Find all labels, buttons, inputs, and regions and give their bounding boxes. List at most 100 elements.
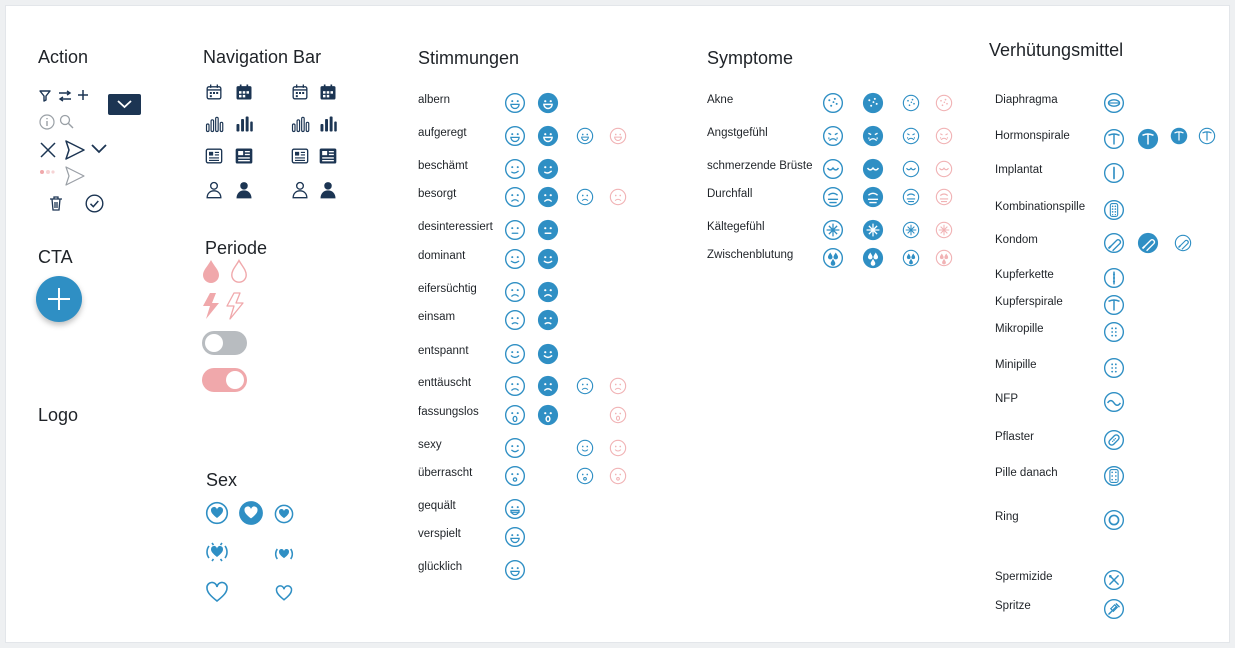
send-icon[interactable] (64, 139, 86, 161)
mood-face-icon[interactable] (609, 377, 627, 395)
chart-icon[interactable] (204, 114, 224, 134)
mood-face-icon[interactable] (504, 559, 526, 581)
symptom-icon[interactable] (862, 125, 884, 147)
symptom-icon[interactable] (935, 94, 953, 112)
mood-face-icon[interactable] (537, 375, 559, 397)
heart-burst-icon[interactable] (205, 540, 229, 564)
news-icon[interactable] (234, 146, 254, 166)
mood-face-icon[interactable] (504, 498, 526, 520)
symptom-icon[interactable] (862, 158, 884, 180)
symptom-icon[interactable] (935, 127, 953, 145)
add-icon[interactable] (78, 90, 88, 100)
iud-icon[interactable] (1170, 127, 1188, 145)
search-icon[interactable] (59, 114, 74, 129)
mood-face-icon[interactable] (504, 375, 526, 397)
mood-face-icon[interactable] (504, 281, 526, 303)
mood-face-icon[interactable] (537, 186, 559, 208)
heart-circle-filled-icon[interactable] (238, 500, 264, 526)
spermicide-icon[interactable] (1103, 569, 1125, 591)
symptom-icon[interactable] (935, 160, 953, 178)
mood-face-icon[interactable] (504, 437, 526, 459)
mood-face-icon[interactable] (576, 127, 594, 145)
calendar-icon[interactable] (204, 82, 224, 102)
mood-face-icon[interactable] (504, 343, 526, 365)
symptom-icon[interactable] (822, 247, 844, 269)
symptom-icon[interactable] (935, 188, 953, 206)
profile-icon[interactable] (234, 180, 254, 200)
dropdown-button[interactable] (108, 94, 141, 115)
mood-face-icon[interactable] (504, 248, 526, 270)
heart-circle-small-icon[interactable] (274, 504, 294, 524)
condom-icon[interactable] (1103, 232, 1125, 254)
pain-flash-outline-icon[interactable] (226, 292, 244, 320)
mood-face-icon[interactable] (537, 219, 559, 241)
symptom-icon[interactable] (862, 186, 884, 208)
minipill-icon[interactable] (1103, 357, 1125, 379)
sort-icon[interactable] (58, 90, 72, 102)
chart-icon[interactable] (318, 114, 338, 134)
drop-filled-icon[interactable] (202, 259, 220, 283)
close-icon[interactable] (39, 141, 57, 159)
symptom-icon[interactable] (822, 219, 844, 241)
morning-after-pill-icon[interactable] (1103, 465, 1125, 487)
drop-outline-icon[interactable] (230, 259, 248, 283)
mood-face-icon[interactable] (537, 248, 559, 270)
calendar-icon[interactable] (234, 82, 254, 102)
nfp-wave-icon[interactable] (1103, 391, 1125, 413)
mood-face-icon[interactable] (504, 465, 526, 487)
symptom-icon[interactable] (822, 158, 844, 180)
copper-iud-icon[interactable] (1103, 294, 1125, 316)
news-icon[interactable] (204, 146, 224, 166)
mood-face-icon[interactable] (504, 125, 526, 147)
mood-face-icon[interactable] (576, 467, 594, 485)
symptom-icon[interactable] (902, 188, 920, 206)
condom-icon[interactable] (1137, 232, 1159, 254)
symptom-icon[interactable] (862, 247, 884, 269)
symptom-icon[interactable] (822, 92, 844, 114)
heart-outline-small-icon[interactable] (275, 584, 293, 602)
patch-icon[interactable] (1103, 429, 1125, 451)
check-circle-icon[interactable] (85, 194, 104, 213)
mood-face-icon[interactable] (504, 92, 526, 114)
symptom-icon[interactable] (862, 219, 884, 241)
profile-icon[interactable] (318, 180, 338, 200)
news-icon[interactable] (318, 146, 338, 166)
mood-face-icon[interactable] (609, 406, 627, 424)
diaphragm-icon[interactable] (1103, 92, 1125, 114)
mood-face-icon[interactable] (576, 377, 594, 395)
mood-face-icon[interactable] (504, 526, 526, 548)
mood-face-icon[interactable] (537, 404, 559, 426)
mood-face-icon[interactable] (609, 188, 627, 206)
toggle-off[interactable] (202, 331, 247, 355)
symptom-icon[interactable] (902, 249, 920, 267)
symptom-icon[interactable] (902, 221, 920, 239)
profile-icon[interactable] (204, 180, 224, 200)
symptom-icon[interactable] (935, 249, 953, 267)
symptom-icon[interactable] (935, 221, 953, 239)
symptom-icon[interactable] (902, 160, 920, 178)
heart-circle-outline-icon[interactable] (205, 501, 229, 525)
mood-face-icon[interactable] (537, 125, 559, 147)
toggle-on[interactable] (202, 368, 247, 392)
mood-face-icon[interactable] (537, 343, 559, 365)
symptom-icon[interactable] (822, 186, 844, 208)
profile-icon[interactable] (290, 180, 310, 200)
filter-icon[interactable] (39, 90, 51, 102)
mood-face-icon[interactable] (609, 127, 627, 145)
micropill-icon[interactable] (1103, 321, 1125, 343)
mood-face-icon[interactable] (576, 188, 594, 206)
heart-burst-small-icon[interactable] (274, 544, 294, 564)
symptom-icon[interactable] (902, 127, 920, 145)
symptom-icon[interactable] (902, 94, 920, 112)
ring-icon[interactable] (1103, 509, 1125, 531)
mood-face-icon[interactable] (537, 309, 559, 331)
cta-add-button[interactable] (36, 276, 82, 322)
injection-icon[interactable] (1103, 598, 1125, 620)
symptom-icon[interactable] (822, 125, 844, 147)
info-icon[interactable] (39, 114, 55, 130)
condom-icon[interactable] (1174, 234, 1192, 252)
mood-face-icon[interactable] (537, 92, 559, 114)
mood-face-icon[interactable] (504, 309, 526, 331)
trash-icon[interactable] (49, 196, 63, 211)
pain-flash-filled-icon[interactable] (202, 292, 220, 320)
